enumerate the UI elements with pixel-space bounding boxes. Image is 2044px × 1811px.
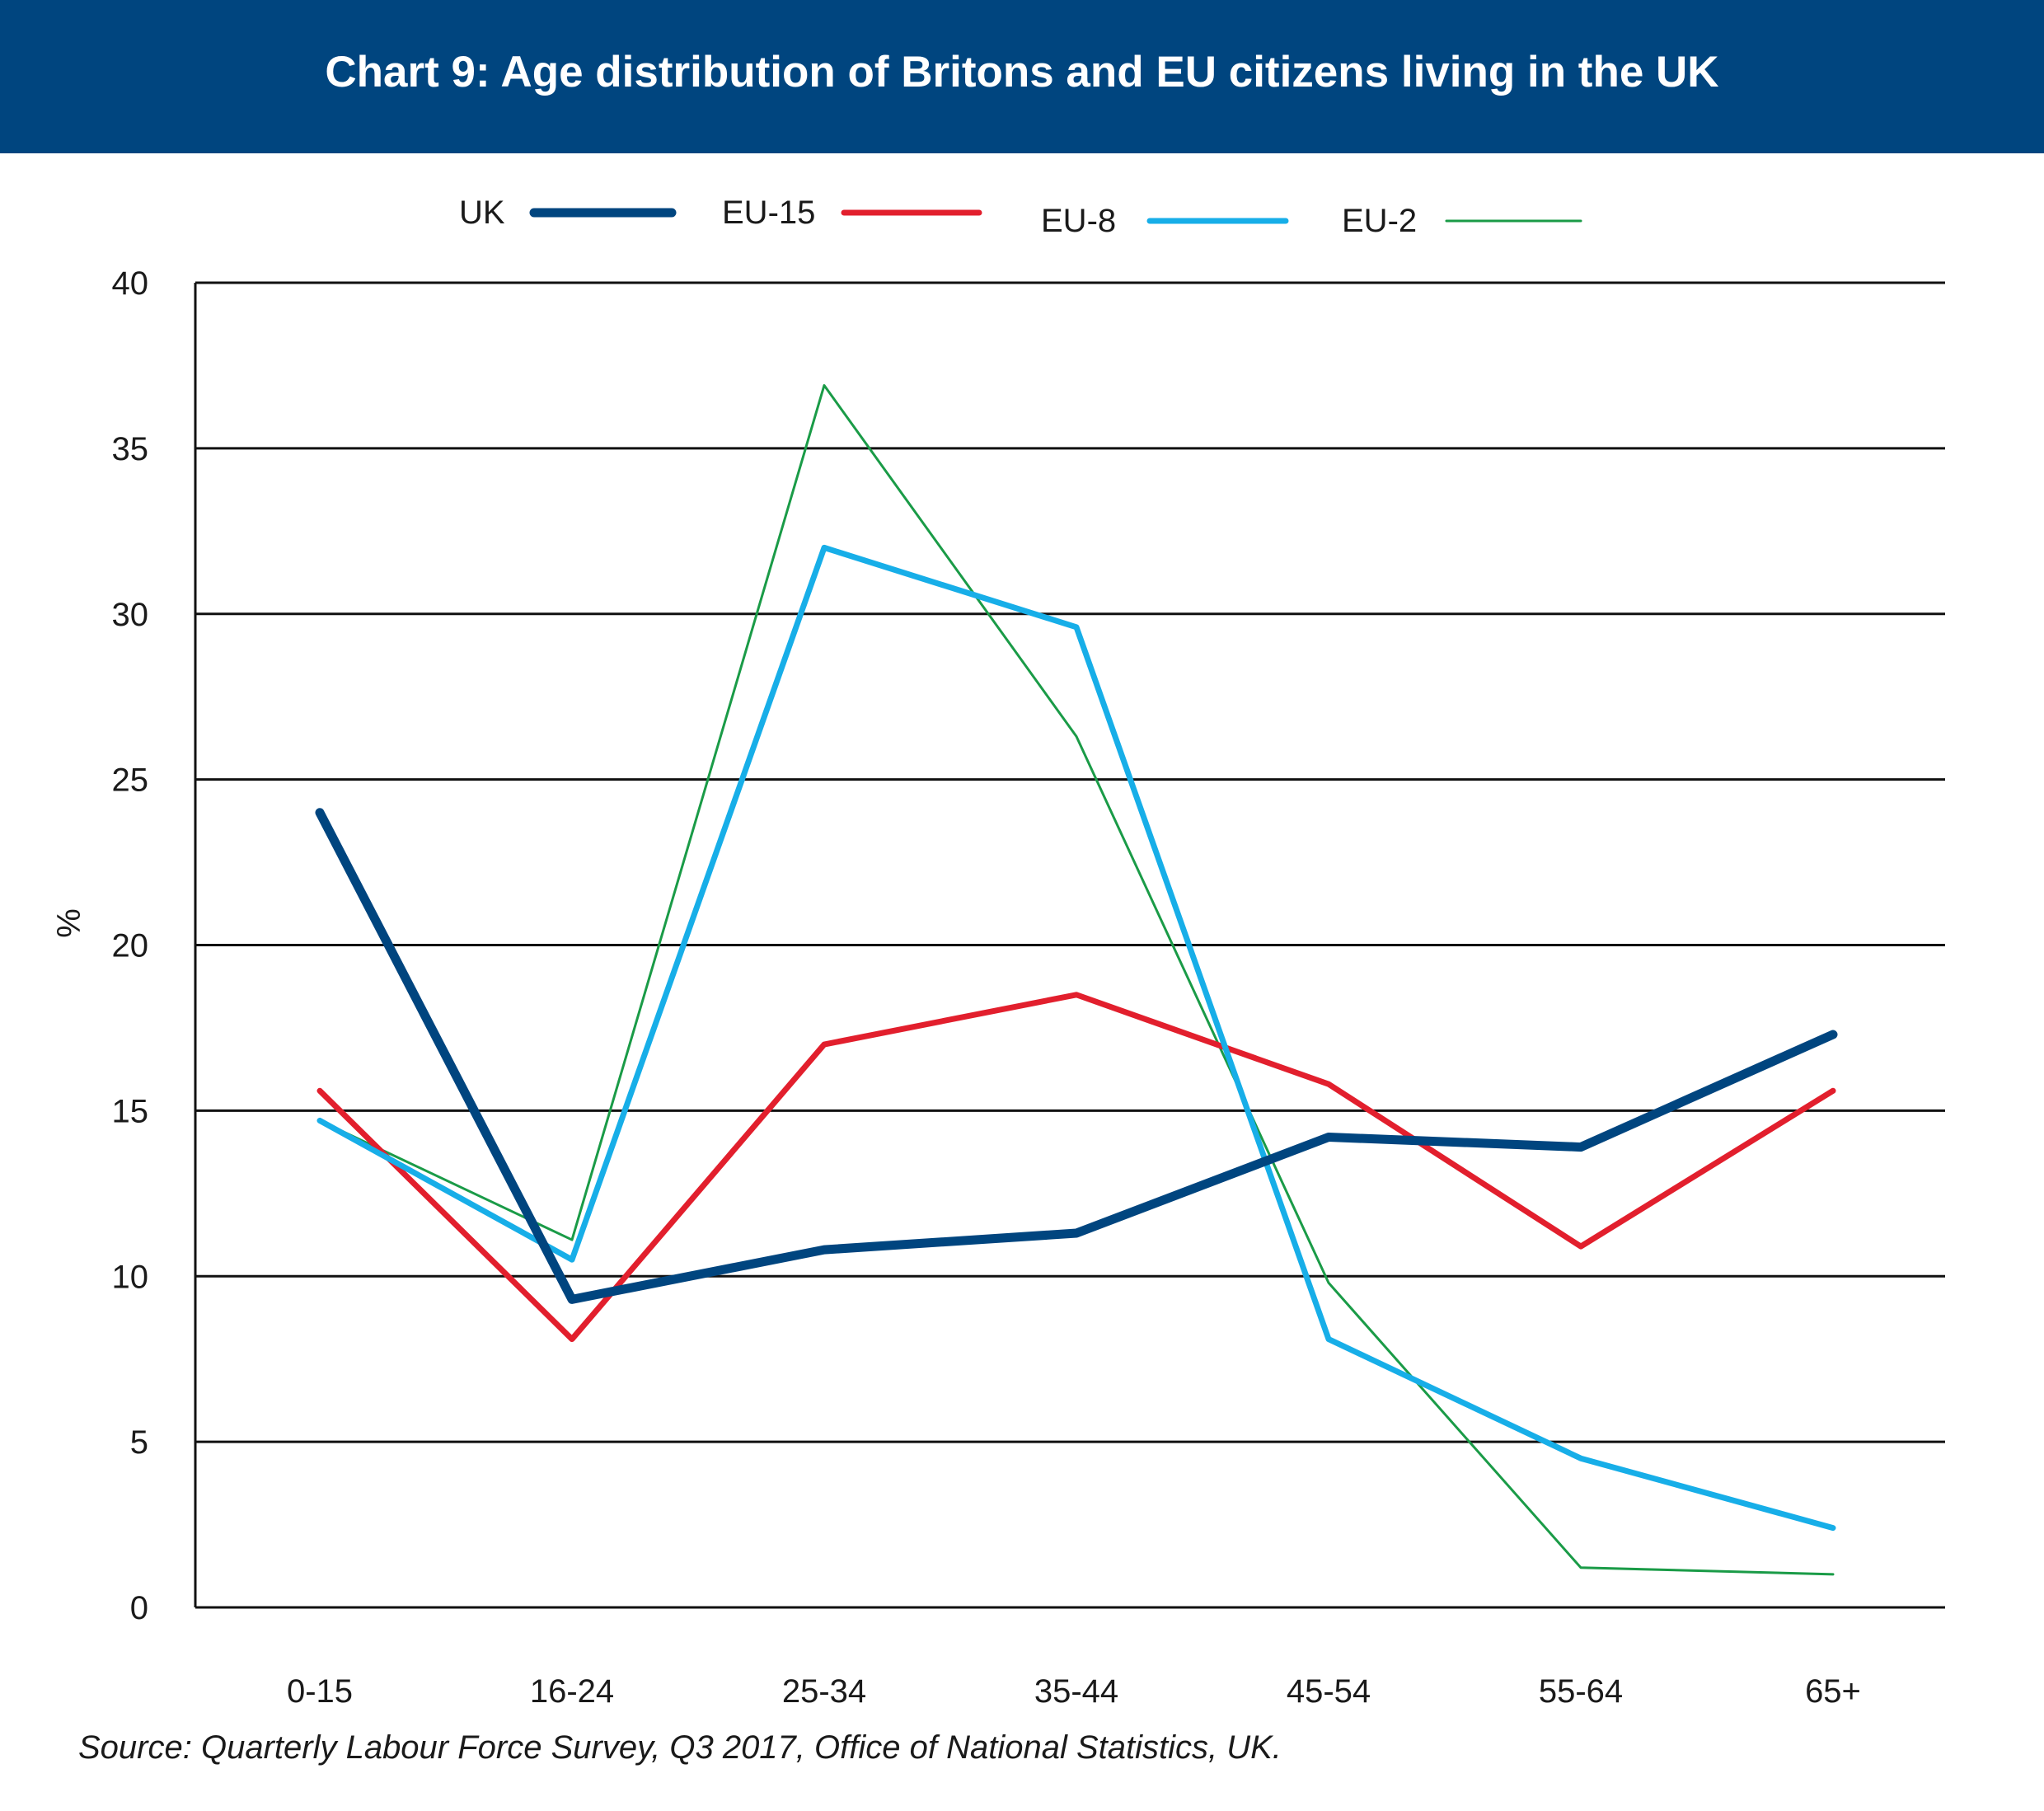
series-line-eu-8 xyxy=(316,544,1836,1532)
x-tick-label: 65+ xyxy=(1805,1673,1861,1710)
y-tick-label: 20 xyxy=(112,928,149,964)
chart-legend: UK EU-15 EU-8 EU-2 xyxy=(459,195,1582,239)
y-tick-label: 25 xyxy=(112,762,149,799)
y-axis-ticks: 0 5 10 15 20 25 30 35 40 xyxy=(112,265,149,1626)
series-line-eu-2 xyxy=(318,384,1835,1576)
line-chart: UK EU-15 EU-8 EU-2 0 5 10 15 20 25 30 35 40 % 0-15 1… xyxy=(51,195,1945,1710)
x-tick-label: 25-34 xyxy=(782,1673,866,1710)
x-tick-label: 45-54 xyxy=(1287,1673,1371,1710)
legend-label: EU-8 xyxy=(1041,203,1116,239)
y-tick-label: 0 xyxy=(130,1590,148,1626)
series-line-uk xyxy=(315,808,1838,1304)
y-tick-label: 40 xyxy=(112,265,149,302)
y-tick-label: 10 xyxy=(112,1259,149,1295)
series-line-eu-15 xyxy=(316,992,1836,1343)
source-note: Source: Quarterly Labour Force Survey, Q… xyxy=(78,1729,1282,1766)
x-tick-label: 35-44 xyxy=(1034,1673,1118,1710)
legend-label: EU-2 xyxy=(1342,203,1417,239)
title-bar: Chart 9: Age distribution of Britons and… xyxy=(0,0,2044,153)
x-tick-label: 55-64 xyxy=(1539,1673,1623,1710)
legend-label: EU-15 xyxy=(722,195,815,231)
chart-grid xyxy=(194,281,1945,1609)
chart-title: Chart 9: Age distribution of Britons and… xyxy=(325,48,1719,96)
x-tick-label: 0-15 xyxy=(287,1673,353,1710)
y-tick-label: 15 xyxy=(112,1093,149,1129)
x-axis-ticks: 0-15 16-24 25-34 35-44 45-54 55-64 65+ xyxy=(287,1673,1861,1710)
x-tick-label: 16-24 xyxy=(530,1673,614,1710)
y-tick-label: 35 xyxy=(112,431,149,467)
y-tick-label: 5 xyxy=(130,1424,148,1461)
legend-label: UK xyxy=(459,195,505,231)
y-axis-label: % xyxy=(51,908,87,938)
y-tick-label: 30 xyxy=(112,597,149,633)
chart-series xyxy=(315,384,1838,1576)
